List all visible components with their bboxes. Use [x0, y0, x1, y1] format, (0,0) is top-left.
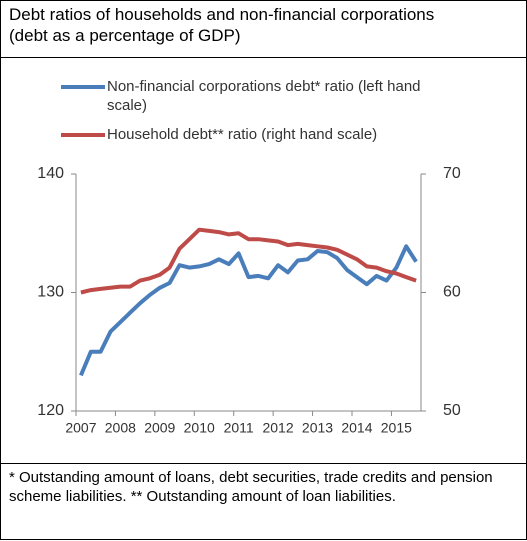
y-tick-label: 120 [37, 402, 64, 419]
y2-tick-label: 60 [443, 284, 461, 301]
x-tick-label: 2009 [144, 420, 175, 436]
legend-swatch [61, 85, 105, 89]
x-tick-label: 2008 [105, 420, 136, 436]
x-tick-label: 2014 [341, 420, 372, 436]
x-tick-label: 2007 [65, 420, 96, 436]
legend-label: Non-financial corporations debt* ratio (… [107, 78, 421, 114]
series-line [79, 244, 418, 377]
separator [1, 463, 526, 464]
title-block: Debt ratios of households and non-financ… [9, 4, 524, 46]
x-tick-label: 2015 [381, 420, 412, 436]
x-tick-label: 2012 [262, 420, 293, 436]
footnote: * Outstanding amount of loans, debt secu… [9, 469, 493, 505]
y-tick-label: 130 [37, 284, 64, 301]
series-line [80, 227, 417, 295]
x-tick-label: 2010 [184, 420, 215, 436]
chart-title: Debt ratios of households and non-financ… [9, 5, 435, 24]
y2-tick-label: 70 [443, 165, 461, 182]
legend-label: Household debt** ratio (right hand scale… [107, 126, 378, 143]
x-tick-label: 2013 [302, 420, 333, 436]
legend-swatch [61, 133, 105, 137]
chart-subtitle: (debt as a percentage of GDP) [9, 26, 241, 45]
legend-item: Non-financial corporations debt* ratio (… [61, 77, 461, 115]
y-tick-label: 140 [37, 165, 64, 182]
legend-item: Household debt** ratio (right hand scale… [61, 125, 461, 144]
y2-tick-label: 50 [443, 402, 461, 419]
separator [1, 57, 526, 58]
x-tick-label: 2011 [224, 420, 254, 436]
